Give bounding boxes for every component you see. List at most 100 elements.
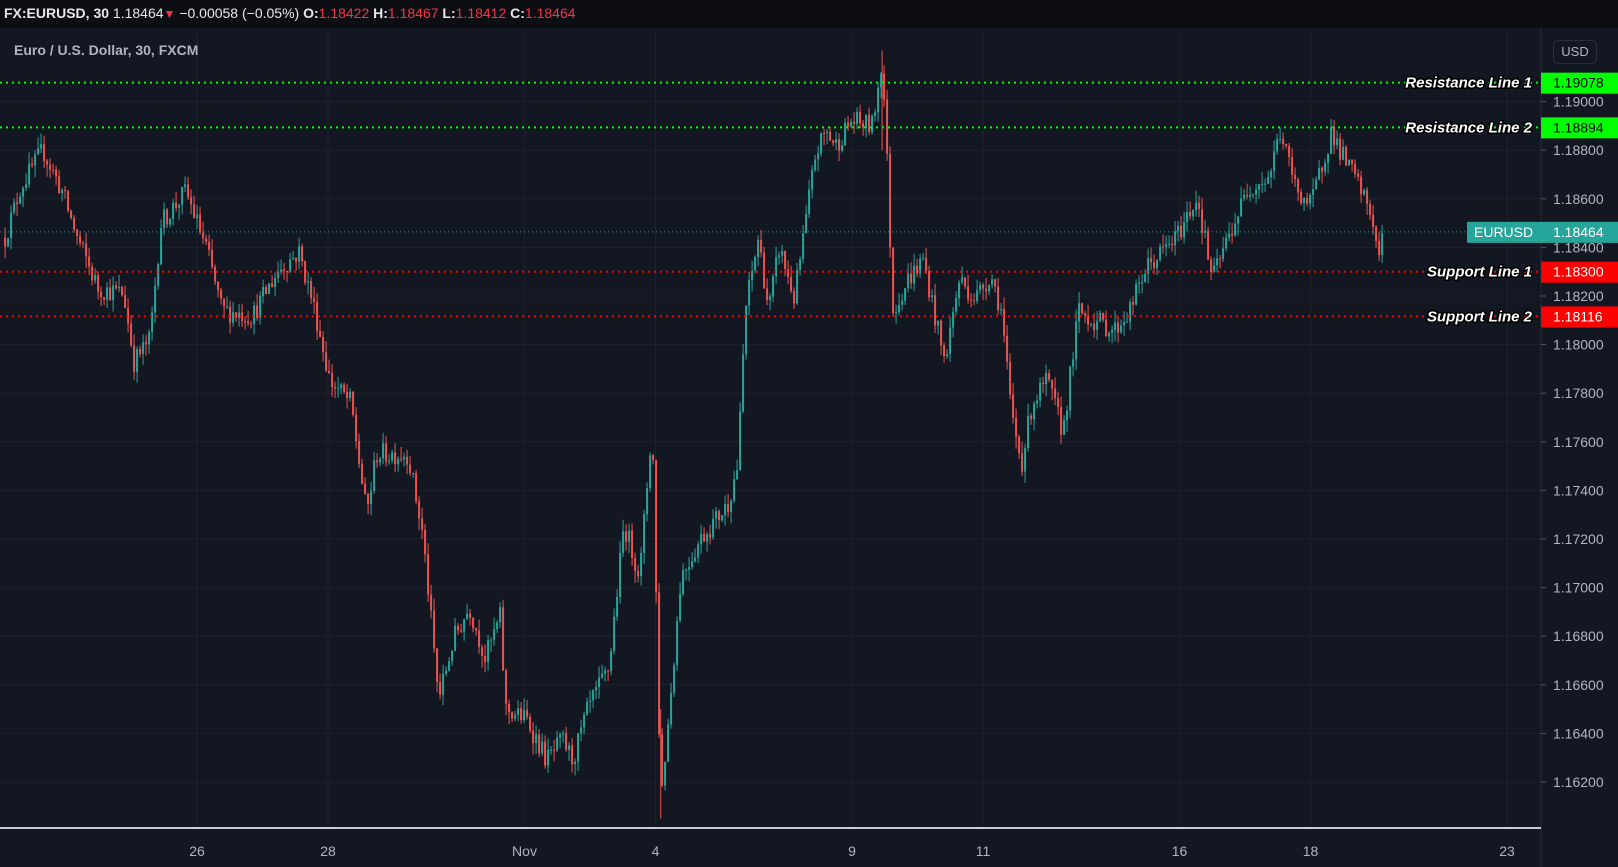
candle-body [385, 443, 388, 462]
candle-body [583, 714, 586, 728]
candle-down [532, 722, 535, 755]
candle-body [853, 121, 856, 124]
candle-body [571, 745, 574, 765]
time-axis[interactable]: 26 28 Nov 4 9 11 16 18 23 [189, 843, 1515, 859]
candle-body [892, 247, 895, 314]
candle-body [1120, 325, 1123, 333]
candle-down [346, 383, 349, 409]
candle-up [1213, 257, 1216, 273]
candle-up [808, 179, 811, 219]
candle-body [1171, 243, 1174, 246]
candle-body [82, 243, 85, 245]
candle-body [277, 271, 280, 278]
candle-body [535, 734, 538, 744]
candle-down [520, 702, 523, 724]
candle-up [592, 689, 595, 709]
price-axis-labels: 1.19078 1.18894 1.18300 1.18116 EURUSD 1.1846… [1467, 72, 1618, 328]
candle-down [1015, 408, 1018, 449]
candle-body [1294, 174, 1297, 179]
candle-body [922, 257, 925, 259]
candle-down [43, 135, 46, 169]
candle-body [766, 288, 769, 301]
candle-up [835, 131, 838, 151]
candle-body [172, 202, 175, 219]
candle-body [1336, 138, 1339, 146]
down-triangle-icon: ▼ [163, 7, 176, 21]
candle-body [886, 99, 889, 154]
candle-up [976, 279, 979, 304]
candle-body [1072, 359, 1075, 367]
candle-up [895, 304, 898, 324]
candle-body [1021, 453, 1024, 472]
candle-up [781, 244, 784, 264]
candle-down [1060, 396, 1063, 445]
resistance-line-1-price: 1.19078 [1553, 75, 1604, 91]
resistance-line-2-price-box [1541, 117, 1618, 139]
currency-button[interactable]: USD [1553, 40, 1597, 64]
chart-legend[interactable]: Euro / U.S. Dollar, 30, FXCM [14, 42, 199, 58]
candle-body [952, 311, 955, 328]
candle-up [946, 349, 949, 360]
candle-down [508, 699, 511, 725]
candle-up [172, 199, 175, 226]
candle-up [1036, 394, 1039, 409]
candle-body [709, 534, 712, 538]
candle-body [916, 265, 919, 274]
candle-down [175, 192, 178, 212]
candle-body [1297, 178, 1300, 193]
candle-up [937, 320, 940, 335]
candle-down [709, 524, 712, 545]
candle-body [1240, 198, 1243, 217]
candle-down [1285, 143, 1288, 149]
candle-up [112, 276, 115, 312]
close-label: C: [510, 5, 525, 21]
candle-body [895, 312, 898, 314]
candle-body [496, 622, 499, 630]
candle-body [565, 733, 568, 750]
candle-up [913, 253, 916, 292]
candle-down [829, 126, 832, 142]
candle-up [1318, 159, 1321, 181]
candle-up [991, 274, 994, 289]
candle-up [1303, 197, 1306, 212]
candle-body [523, 709, 526, 721]
candle-down [283, 262, 286, 280]
open-label: O: [303, 5, 319, 21]
candle-body [775, 257, 778, 277]
candle-down [1006, 324, 1009, 370]
candle-up [1225, 232, 1228, 252]
resistance-line-2-price: 1.18894 [1553, 119, 1604, 135]
candle-down [928, 265, 931, 302]
candle-body [481, 647, 484, 657]
candle-body [202, 232, 205, 239]
candle-up [1309, 192, 1312, 210]
candle-down [703, 527, 706, 543]
candle-body [472, 617, 475, 629]
candle-up [1336, 130, 1339, 150]
candle-body [223, 298, 226, 307]
candle-body [1204, 230, 1207, 233]
candle-up [556, 730, 559, 753]
candle-body [214, 266, 217, 282]
candle-body [1315, 179, 1318, 190]
candle-body [1018, 436, 1021, 454]
low-value: 1.18412 [455, 5, 507, 21]
candle-up [1177, 221, 1180, 242]
candle-down [1084, 310, 1087, 323]
candle-down [940, 319, 943, 355]
candle-down [316, 293, 319, 340]
candle-body [928, 270, 931, 298]
candle-down [367, 493, 370, 515]
candle-body [1141, 282, 1144, 284]
candle-down [121, 285, 124, 297]
candle-body [40, 144, 43, 149]
candle-body [526, 709, 529, 717]
candle-down [139, 345, 142, 358]
candle-down [538, 729, 541, 757]
candle-body [544, 741, 547, 766]
candle-body [1078, 303, 1081, 322]
price-axis[interactable]: 1.16200 1.16400 1.16600 1.16800 1.17000 1.172… [1541, 94, 1604, 790]
candle-body [397, 458, 400, 465]
candle-down [103, 297, 106, 306]
